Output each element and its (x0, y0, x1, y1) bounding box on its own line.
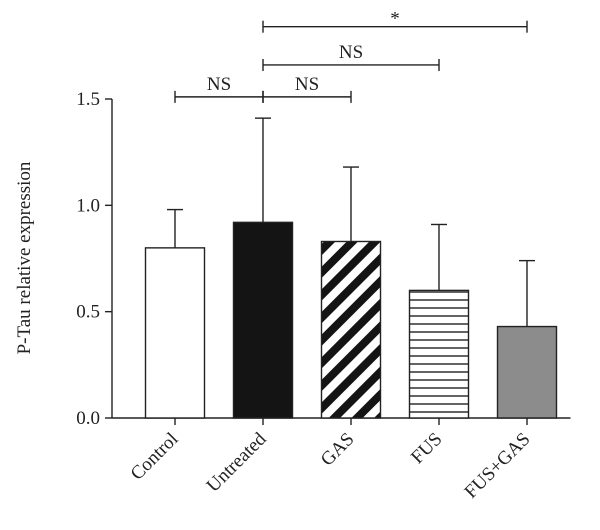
error-bars (167, 117, 535, 327)
y-tick-label: 0.0 (76, 408, 100, 429)
bar (408, 289, 470, 419)
significance-brackets: NS NS NS * (174, 9, 528, 103)
y-tick-label: 1.5 (76, 89, 100, 110)
significance-label: NS (295, 74, 319, 95)
y-tick-label: 1.0 (76, 195, 100, 216)
y-tick-label: 0.5 (76, 302, 100, 323)
x-tick-label: GAS (317, 429, 359, 471)
x-tick-label: FUS (407, 429, 446, 468)
significance-label: NS (339, 42, 363, 63)
bar (496, 325, 558, 419)
bar (232, 221, 294, 419)
significance-label: NS (207, 74, 231, 95)
y-axis-label: P-Tau relative expression (14, 161, 35, 354)
bar (320, 240, 382, 419)
bars (144, 221, 558, 419)
x-tick-label: Control (127, 429, 183, 485)
x-tick-label: Untreated (203, 428, 271, 496)
bar (144, 247, 206, 419)
x-tick-label: FUS+GAS (461, 429, 535, 503)
significance-label: * (390, 9, 400, 30)
